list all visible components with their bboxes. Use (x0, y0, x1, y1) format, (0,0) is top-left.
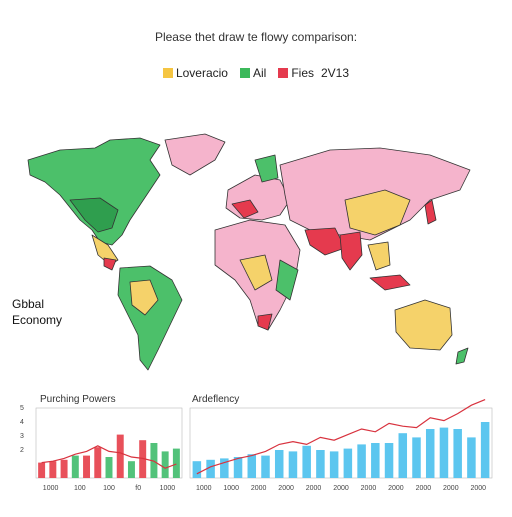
bar (150, 443, 158, 478)
bar (412, 437, 421, 478)
trend-line (41, 445, 177, 469)
x-tick-label: 2000 (443, 485, 459, 492)
india-red (339, 231, 363, 271)
x-tick-label: 2000 (416, 485, 432, 492)
africa-green (275, 259, 299, 301)
x-tick-label: 100 (103, 485, 115, 492)
bar (116, 434, 124, 478)
europe-region (225, 174, 291, 221)
right-chart-title: Ardeflency (192, 394, 240, 405)
legend-year: 2V13 (321, 66, 350, 80)
bar (398, 433, 408, 478)
x-tick-label: 1000 (223, 485, 239, 492)
x-tick-label: 2000 (251, 485, 267, 492)
australia-region (394, 299, 453, 351)
legend-swatch-red (278, 68, 289, 78)
bar (425, 429, 435, 478)
scandinavia-green (254, 154, 279, 183)
japan-red (424, 199, 437, 225)
chart-title: Please thet draw te flowy comparison: (154, 30, 358, 44)
greenland-region (164, 133, 226, 176)
middle-east-red (304, 227, 346, 256)
x-tick-label: 1000 (43, 485, 59, 492)
bar (60, 459, 68, 478)
x-tick-label: 2000 (388, 485, 404, 492)
bar (247, 454, 257, 478)
africa-red (257, 313, 273, 331)
bar (233, 457, 243, 478)
trend-line (196, 399, 486, 475)
map-label-line2: Economy (12, 313, 63, 327)
bar (206, 459, 215, 478)
y-tick-label: 2 (20, 447, 24, 454)
x-tick-label: 2000 (278, 485, 294, 492)
bar (384, 443, 394, 478)
bar (220, 458, 229, 478)
world-map (27, 133, 471, 371)
north-america-dark (69, 197, 119, 233)
bar-charts: 5 4 3 2 1000 100 100 f0 1000 1000 1000 2000 2000 2000… (20, 399, 493, 492)
x-tick-label: 2000 (470, 485, 486, 492)
charts-area: Purching Powers Ardeflency 5 4 3 2 1000 100 10… (0, 390, 512, 512)
bar (371, 443, 380, 478)
bar (357, 444, 366, 478)
bar (83, 455, 91, 478)
bar (343, 448, 353, 478)
legend-swatch-green (239, 68, 250, 78)
legend-item-ail: Ail (239, 66, 267, 80)
legend-swatch-yellow (162, 68, 173, 78)
x-tick-label: 100 (74, 485, 86, 492)
bar (274, 450, 284, 478)
bar (38, 462, 46, 478)
indonesia-red (369, 274, 411, 291)
bar (453, 429, 462, 478)
bar (71, 455, 79, 478)
bar (172, 448, 180, 478)
bar (127, 461, 135, 478)
bar (288, 451, 298, 478)
legend: Loveracio Ail Fies 2V13 (0, 66, 512, 80)
africa-yellow (239, 254, 273, 291)
bar (49, 461, 57, 478)
x-tick-label: 2000 (306, 485, 322, 492)
legend-item-loveracio: Loveracio (162, 66, 228, 80)
legend-label: Fies (291, 66, 314, 80)
legend-item-fies: Fies 2V13 (278, 66, 349, 80)
map-label-line1: Gbbal (12, 297, 45, 311)
bar (105, 457, 113, 478)
bar (329, 451, 339, 478)
bar (261, 455, 270, 478)
x-tick-label: 1000 (196, 485, 212, 492)
legend-label: Loveracio (175, 66, 228, 80)
x-tick-label: 2000 (361, 485, 377, 492)
central-america-red (103, 257, 117, 271)
bar (302, 445, 311, 478)
left-chart-title: Purching Powers (40, 394, 116, 405)
x-tick-label: f0 (135, 485, 141, 492)
bar (316, 450, 325, 478)
bar (94, 447, 102, 478)
bar (439, 427, 449, 478)
y-tick-label: 5 (20, 405, 24, 412)
south-america-yellow (129, 279, 159, 316)
china-region (344, 189, 411, 236)
bar (480, 422, 490, 478)
map-side-label: Gbbal Economy (12, 296, 62, 328)
bar (161, 451, 169, 478)
new-zealand-green (455, 347, 469, 365)
bar (139, 440, 147, 478)
europe-red (231, 199, 259, 219)
y-tick-label: 3 (20, 433, 24, 440)
chart-frame (189, 407, 493, 479)
bar (467, 437, 476, 478)
legend-label: Ail (252, 66, 267, 80)
north-america-region (27, 137, 161, 246)
x-tick-label: 1000 (160, 485, 176, 492)
y-tick-label: 4 (20, 419, 24, 426)
x-tick-label: 2000 (333, 485, 349, 492)
bar (192, 461, 202, 478)
southeast-asia-yellow (367, 241, 391, 271)
